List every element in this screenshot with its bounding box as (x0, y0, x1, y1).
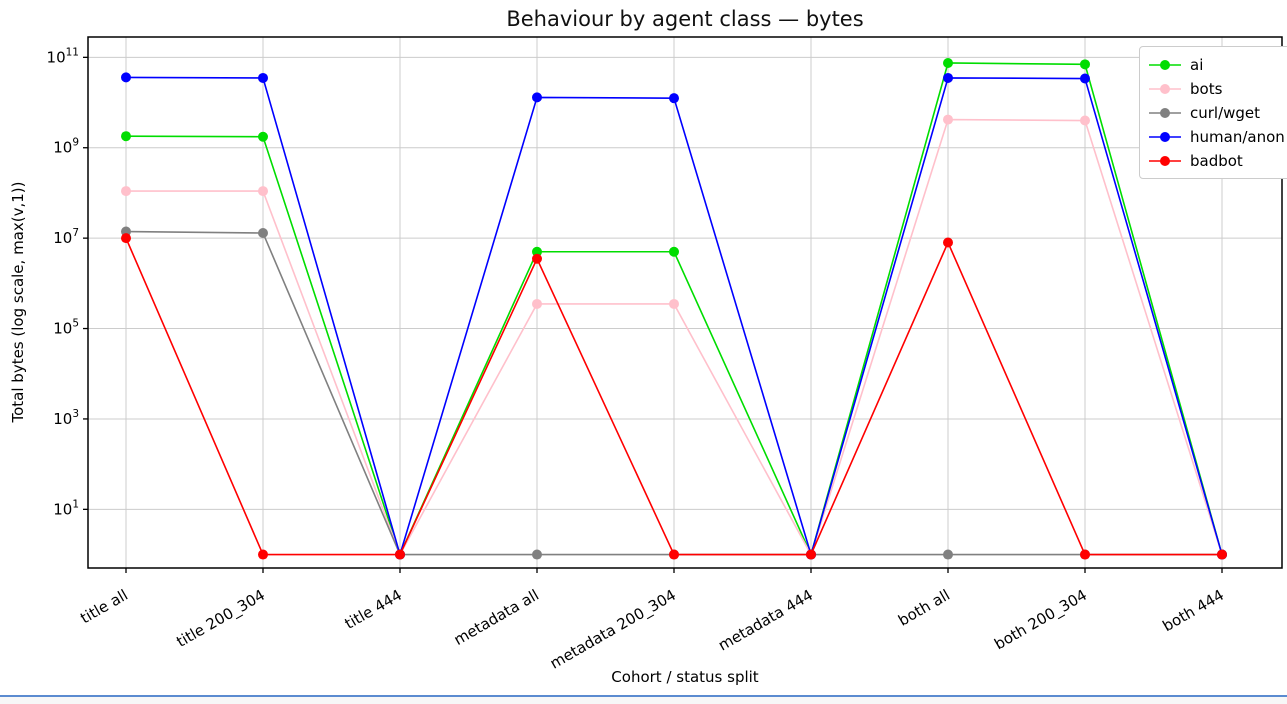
y-axis-label: Total bytes (log scale, max(v,1)) (9, 181, 27, 423)
data-point (258, 227, 268, 238)
data-point (669, 298, 679, 309)
data-point (1080, 549, 1090, 560)
x-tick-label: both 444 (1160, 586, 1227, 635)
data-point (258, 72, 268, 83)
x-tick-label: metadata 200_304 (547, 586, 680, 674)
y-tick-label: 107 (53, 227, 79, 247)
x-tick-label: both 200_304 (991, 586, 1090, 654)
legend-marker-icon (1149, 131, 1181, 142)
data-point (943, 114, 953, 125)
legend-label: curl/wget (1190, 103, 1261, 122)
y-tick-label: 101 (53, 498, 79, 518)
data-point (532, 246, 542, 257)
x-tick-label: both all (895, 586, 953, 630)
chart-title: Behaviour by agent class — bytes (506, 7, 864, 31)
plot-frame (87, 36, 1283, 569)
x-tick-label: metadata 444 (715, 586, 816, 655)
data-point (121, 72, 131, 83)
x-tick-label: title 444 (342, 586, 405, 633)
legend-item-bots: bots (1149, 78, 1285, 99)
data-point (121, 186, 131, 197)
data-point (532, 253, 542, 264)
data-point (258, 549, 268, 560)
data-point (1080, 115, 1090, 126)
x-tick-label: metadata all (451, 586, 542, 649)
legend: ai bots curl/wget human/anon badbot (1139, 46, 1287, 179)
legend-marker-icon (1149, 83, 1181, 94)
data-point (1080, 73, 1090, 84)
data-point (669, 549, 679, 560)
legend-label: bots (1190, 79, 1223, 98)
data-point (532, 298, 542, 309)
legend-label: ai (1190, 55, 1204, 74)
data-point (395, 549, 405, 560)
legend-item-ai: ai (1149, 54, 1285, 75)
data-point (121, 131, 131, 142)
data-point (532, 92, 542, 103)
bottom-window-edge (0, 695, 1287, 704)
y-tick-label: 109 (53, 137, 79, 157)
data-point (943, 549, 953, 560)
data-point (1217, 549, 1227, 560)
x-tick-label: title all (77, 586, 131, 627)
legend-marker-icon (1149, 107, 1181, 118)
data-point (258, 186, 268, 197)
legend-marker-icon (1149, 155, 1181, 166)
legend-label: badbot (1190, 151, 1243, 170)
data-point (532, 549, 542, 560)
x-tick-label: title 200_304 (173, 586, 268, 652)
data-point (1080, 59, 1090, 70)
y-tick-label: 1011 (47, 46, 79, 66)
data-point (806, 549, 816, 560)
legend-label: human/anon (1190, 127, 1285, 146)
y-tick-label: 103 (53, 408, 79, 428)
data-point (943, 57, 953, 68)
legend-item-human-anon: human/anon (1149, 126, 1285, 147)
data-point (258, 131, 268, 142)
data-point (669, 246, 679, 257)
legend-item-curl-wget: curl/wget (1149, 102, 1285, 123)
data-point (943, 237, 953, 248)
legend-item-badbot: badbot (1149, 150, 1285, 171)
x-axis-label: Cohort / status split (611, 668, 759, 686)
data-point (943, 72, 953, 83)
legend-marker-icon (1149, 59, 1181, 70)
y-tick-label: 105 (53, 318, 79, 338)
data-point (121, 233, 131, 244)
data-point (669, 93, 679, 104)
